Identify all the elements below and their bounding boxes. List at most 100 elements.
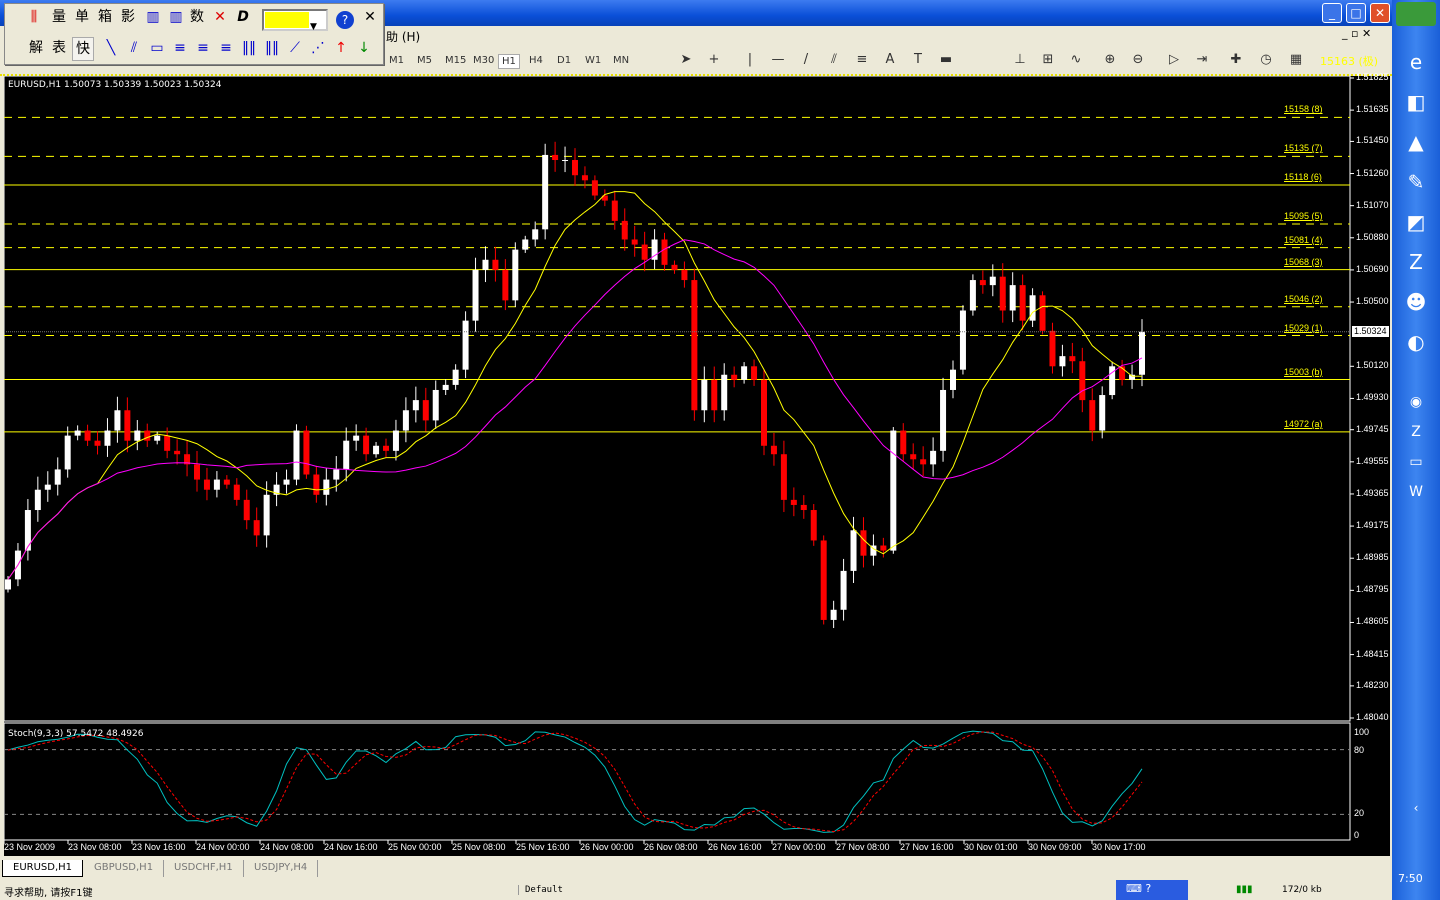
timeframe-D1[interactable]: D1 (557, 55, 572, 66)
channel-icon[interactable]: ⫽ (831, 52, 837, 67)
timeframe-M5[interactable]: M5 (417, 55, 432, 66)
color-picker[interactable]: ▼ (262, 9, 328, 32)
bar-chart-icon[interactable]: ⊥ (1014, 52, 1026, 67)
minimize-button[interactable]: _ (1322, 3, 1342, 23)
chart-shift-icon[interactable]: ⇥ (1196, 52, 1208, 67)
float-btn-6[interactable]: 表 (52, 40, 66, 56)
tab-gbpusd-h1[interactable]: GBPUSD,H1 (84, 860, 165, 877)
timeframe-M30[interactable]: M30 (473, 55, 495, 66)
fib-level-label: 15046 (2) (1284, 293, 1323, 304)
float-btn-0[interactable]: 量 (52, 9, 66, 25)
trendline-icon[interactable]: / (803, 52, 809, 67)
timeframe-W1[interactable]: W1 (585, 55, 602, 66)
candle-body (54, 469, 61, 485)
app-icon[interactable]: ◩ (1406, 210, 1426, 234)
zoom-in-icon[interactable]: ⊕ (1104, 52, 1116, 67)
ime-bar[interactable]: ⌨ ? (1116, 880, 1188, 900)
app-icon[interactable]: ▲ (1408, 130, 1424, 154)
zoom-out-icon[interactable]: ⊖ (1132, 52, 1144, 67)
rectangle-icon[interactable]: ▭ (150, 40, 164, 56)
histogram-icon[interactable]: ▥ (146, 9, 160, 25)
float-btn-5[interactable]: 解 (29, 40, 43, 56)
candle-body (880, 545, 887, 551)
hline-icon[interactable]: — (771, 52, 785, 67)
candle-body (840, 570, 847, 610)
task-icon[interactable]: ◉ (1409, 394, 1423, 410)
qq-icon[interactable]: ☻ (1405, 290, 1427, 314)
ie-icon[interactable]: e (1409, 50, 1423, 74)
quick-launch-bar: e ◧ ▲ ✎ ◩ Z ☻ ◐ ◉ Z ▭ W ‹ 7:50 (1392, 0, 1440, 900)
float-btn-2[interactable]: 箱 (98, 9, 112, 25)
timeframe-H4[interactable]: H4 (529, 55, 543, 66)
cursor-icon[interactable]: ➤ (680, 52, 692, 67)
tab-eurusd-h1[interactable]: EURUSD,H1 (2, 860, 84, 877)
app-icon[interactable]: Z (1409, 250, 1423, 274)
float-btn-7[interactable]: 快 (72, 37, 94, 61)
candle-body (601, 195, 608, 201)
label-icon[interactable]: T (914, 52, 922, 67)
fibo-time-icon[interactable]: ‖‖ (265, 40, 279, 56)
close-button[interactable]: ✕ (1370, 3, 1390, 23)
fibo-icon[interactable]: ≡ (856, 52, 868, 67)
autoscroll-icon[interactable]: ▷ (1169, 52, 1179, 67)
start-icon[interactable] (1396, 2, 1436, 26)
task-icon[interactable]: Z (1411, 424, 1421, 440)
candle-body (144, 430, 151, 441)
timeframe-MN[interactable]: MN (613, 55, 630, 66)
float-btn-4[interactable]: 数 (190, 9, 204, 25)
line-chart-icon[interactable]: ∿ (1070, 52, 1082, 67)
close-float-icon[interactable]: ✕ (364, 9, 376, 25)
rect-icon[interactable]: ▬ (939, 52, 953, 67)
channel-icon[interactable]: ⫽ (130, 40, 138, 56)
arrow-down-icon[interactable]: ↓ (358, 40, 370, 56)
candle-body (532, 229, 539, 240)
float-btn-3[interactable]: 影 (121, 9, 135, 25)
fan-icon[interactable]: ⟋ (290, 40, 300, 56)
folder-icon[interactable]: ▭ (1409, 454, 1423, 470)
candle-chart-icon[interactable]: ⊞ (1042, 52, 1054, 67)
menu-help[interactable]: 助 (H) (386, 30, 421, 44)
candle-chart-icon[interactable]: ⫼ (30, 9, 38, 25)
vline-icon[interactable]: | (747, 52, 753, 67)
tab-usdjpy-h4[interactable]: USDJPY,H4 (244, 860, 319, 877)
arrow-up-icon[interactable]: ↑ (335, 40, 347, 56)
help-icon[interactable]: ? (336, 11, 354, 29)
candle-body (34, 489, 41, 511)
app-icon[interactable]: ◧ (1406, 90, 1426, 114)
fib-level-label: 15118 (6) (1284, 172, 1322, 183)
line-icon[interactable]: ╲ (106, 40, 116, 56)
price-chart[interactable] (4, 76, 1390, 856)
fibo-icon[interactable]: ≡ (197, 40, 209, 56)
chart-window[interactable] (4, 76, 1390, 856)
candle-body (810, 510, 817, 541)
candle-body (134, 430, 141, 441)
timeframe-M1[interactable]: M1 (389, 55, 404, 66)
timeframe-H1[interactable]: H1 (498, 54, 520, 69)
maximize-button[interactable]: □ (1346, 3, 1366, 23)
float-btn-1[interactable]: 单 (75, 9, 89, 25)
tab-usdchf-h1[interactable]: USDCHF,H1 (164, 860, 244, 877)
dx-icon[interactable]: D (237, 9, 249, 25)
mdi-controls[interactable]: _ ▫ ✕ (1342, 27, 1372, 40)
candle-body (890, 430, 897, 551)
word-icon[interactable]: W (1409, 484, 1423, 500)
crosshair-icon[interactable]: ✕ (214, 9, 226, 25)
cycle-lines-icon[interactable]: ‖‖ (242, 40, 256, 56)
text-lines-icon[interactable]: ≡ (220, 40, 232, 56)
indicators-icon[interactable]: ✚ (1230, 52, 1242, 67)
app-icon[interactable]: ✎ (1407, 170, 1425, 194)
timeframe-M15[interactable]: M15 (445, 55, 467, 66)
text-icon[interactable]: A (885, 52, 895, 67)
periods-icon[interactable]: ◷ (1260, 52, 1272, 67)
price-label: 1.49555 (1356, 455, 1389, 466)
app-icon[interactable]: ◐ (1407, 330, 1425, 354)
fibo-fan-icon[interactable]: ⋰ (311, 40, 325, 56)
gann-icon[interactable]: ≡ (174, 40, 186, 56)
candle-body (1069, 356, 1076, 362)
candle-body (542, 154, 549, 230)
tray-expand-icon[interactable]: ‹ (1413, 801, 1419, 815)
candle-body (94, 440, 101, 446)
templates-icon[interactable]: ▦ (1289, 52, 1303, 67)
histogram2-icon[interactable]: ▥ (169, 9, 183, 25)
crosshair-icon[interactable]: + (708, 52, 720, 67)
